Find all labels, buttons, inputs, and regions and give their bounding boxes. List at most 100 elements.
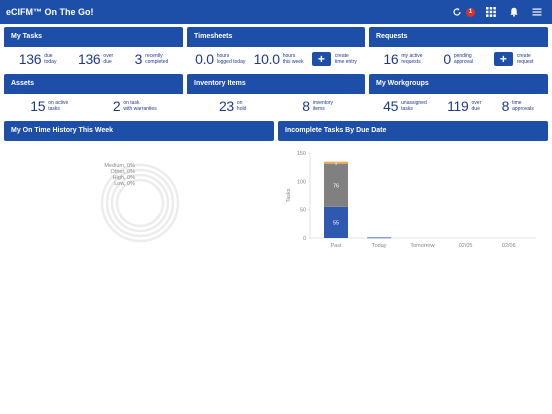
- my-tasks-title: My Tasks: [4, 27, 183, 47]
- app-title: eCIFM™ On The Go!: [6, 7, 94, 17]
- on-time-donut-chart: [100, 163, 180, 243]
- stat-label: pending approval: [453, 53, 474, 65]
- requests-card[interactable]: Requests 16 my active requests 0 pending…: [369, 27, 548, 71]
- stat-value: 2: [112, 98, 121, 114]
- requests-title: Requests: [369, 27, 548, 47]
- x-tick-label: Tomorrow: [410, 243, 434, 249]
- hours-logged-today-stat[interactable]: 0.0 hours logged today: [195, 51, 245, 67]
- bar-data-label: 55: [333, 220, 339, 226]
- pending-approval-stat[interactable]: 0 pending approval: [443, 51, 473, 67]
- stat-value: 23: [218, 98, 234, 114]
- stat-label: hours this week: [282, 53, 304, 65]
- stat-value: 0: [443, 51, 451, 67]
- tasks-recently-completed-stat[interactable]: 3 recently completed: [135, 51, 169, 67]
- stat-label: hours logged today: [216, 53, 246, 65]
- stat-value: 16: [383, 51, 399, 67]
- incomplete-tasks-bar-chart: 0 50 100 150 Tasks Past Today Tomorrow 02/05 02/0…: [286, 151, 536, 249]
- inventory-on-hold-stat[interactable]: 23 on hold: [219, 98, 246, 114]
- top-bar: eCIFM™ On The Go! 1: [0, 0, 552, 24]
- bar-segment: [324, 162, 348, 164]
- donut-legend: Medium, 0% Other, 0% High, 0% Low, 0%: [80, 163, 135, 187]
- bar-data-label: 76: [333, 183, 339, 189]
- inventory-title: Inventory Items: [187, 74, 365, 94]
- x-tick-label: 02/05: [459, 243, 473, 249]
- legend-high: High, 0%: [112, 175, 135, 181]
- notification-badge: 1: [466, 7, 475, 17]
- stat-value: 8: [501, 98, 510, 114]
- stat-label: time approvals: [512, 100, 534, 112]
- stat-value: 0.0: [195, 51, 214, 67]
- assets-card[interactable]: Assets 15 on active tasks 2 on task with…: [4, 74, 183, 118]
- create-request-button[interactable]: + create request: [493, 52, 534, 66]
- stat-label: on active tasks: [48, 100, 69, 112]
- y-tick-label: 0: [303, 236, 306, 242]
- hours-this-week-stat[interactable]: 10.0 hours this week: [254, 51, 304, 67]
- time-approvals-stat[interactable]: 8 time approvals: [502, 98, 534, 114]
- workgroups-card[interactable]: My Workgroups 45 unassigned tasks 119 ov…: [369, 74, 548, 118]
- y-tick-label: 100: [297, 179, 306, 185]
- menu-icon[interactable]: [530, 5, 544, 19]
- action-label: create time entry: [334, 53, 357, 65]
- legend-medium: Medium, 0%: [104, 163, 135, 169]
- bar-data-label: 3: [335, 162, 337, 166]
- sync-button[interactable]: 1: [450, 5, 475, 19]
- my-tasks-card[interactable]: My Tasks 136 due today 136 over due 3 re…: [4, 27, 183, 71]
- assets-with-warranties-stat[interactable]: 2 on task with warranties: [113, 98, 157, 114]
- plus-icon: +: [311, 52, 331, 66]
- x-tick-label: Today: [372, 243, 387, 249]
- stat-label: unassigned tasks: [401, 100, 427, 112]
- stat-label: my active requests: [401, 53, 423, 65]
- plus-icon: +: [493, 52, 513, 66]
- assets-title: Assets: [4, 74, 183, 94]
- stat-label: recently completed: [145, 53, 169, 65]
- donut-ring-high: [110, 173, 170, 233]
- stat-value: 45: [383, 98, 399, 114]
- bell-icon[interactable]: [507, 5, 521, 19]
- y-tick-label: 50: [300, 208, 306, 214]
- stat-value: 8: [302, 98, 310, 114]
- x-tick-label: Past: [330, 243, 341, 249]
- x-tick-label: 02/06: [502, 243, 516, 249]
- action-label: create request: [516, 53, 534, 65]
- stat-label: over due: [471, 100, 482, 112]
- on-time-history-title: My On Time History This Week: [4, 121, 274, 141]
- stat-value: 119: [447, 98, 469, 114]
- workgroup-overdue-stat[interactable]: 119 over due: [447, 98, 481, 114]
- incomplete-tasks-title: Incomplete Tasks By Due Date: [278, 121, 548, 141]
- unassigned-tasks-stat[interactable]: 45 unassigned tasks: [383, 98, 427, 114]
- timesheets-card[interactable]: Timesheets 0.0 hours logged today 10.0 h…: [187, 27, 365, 71]
- donut-ring-other: [105, 168, 175, 238]
- stat-label: on hold: [236, 100, 247, 112]
- stat-label: due today: [44, 53, 57, 65]
- stat-value: 136: [77, 51, 101, 67]
- stat-value: 3: [134, 51, 143, 67]
- y-tick-label: 150: [297, 151, 306, 157]
- legend-other: Other, 0%: [110, 169, 135, 175]
- bar-segment: [324, 163, 348, 207]
- sync-icon: [450, 5, 464, 19]
- stat-value: 10.0: [253, 51, 280, 67]
- legend-low: Low, 0%: [114, 181, 135, 187]
- workgroups-title: My Workgroups: [369, 74, 548, 94]
- timesheets-title: Timesheets: [187, 27, 365, 47]
- stat-label: inventory items: [312, 100, 334, 112]
- tasks-overdue-stat[interactable]: 136 over due: [78, 51, 113, 67]
- donut-ring-low: [115, 178, 165, 228]
- donut-ring-medium: [100, 163, 180, 243]
- tasks-due-today-stat[interactable]: 136 due today: [19, 51, 57, 67]
- inventory-items-stat[interactable]: 8 inventory items: [302, 98, 333, 114]
- stat-value: 136: [18, 51, 42, 67]
- bar-segment: [367, 237, 392, 239]
- stat-value: 15: [30, 98, 46, 114]
- bar-segment: [324, 206, 348, 238]
- bar-segment: [324, 161, 348, 163]
- inventory-card[interactable]: Inventory Items 23 on hold 8 inventory i…: [187, 74, 365, 118]
- y-axis-label: Tasks: [286, 188, 292, 202]
- toolbar-icons: 1: [450, 5, 544, 19]
- stat-label: on task with warranties: [123, 100, 157, 112]
- stat-label: over due: [103, 53, 114, 65]
- create-time-entry-button[interactable]: + create time entry: [311, 52, 357, 66]
- assets-on-active-tasks-stat[interactable]: 15 on active tasks: [30, 98, 68, 114]
- apps-grid-icon[interactable]: [484, 5, 498, 19]
- active-requests-stat[interactable]: 16 my active requests: [383, 51, 422, 67]
